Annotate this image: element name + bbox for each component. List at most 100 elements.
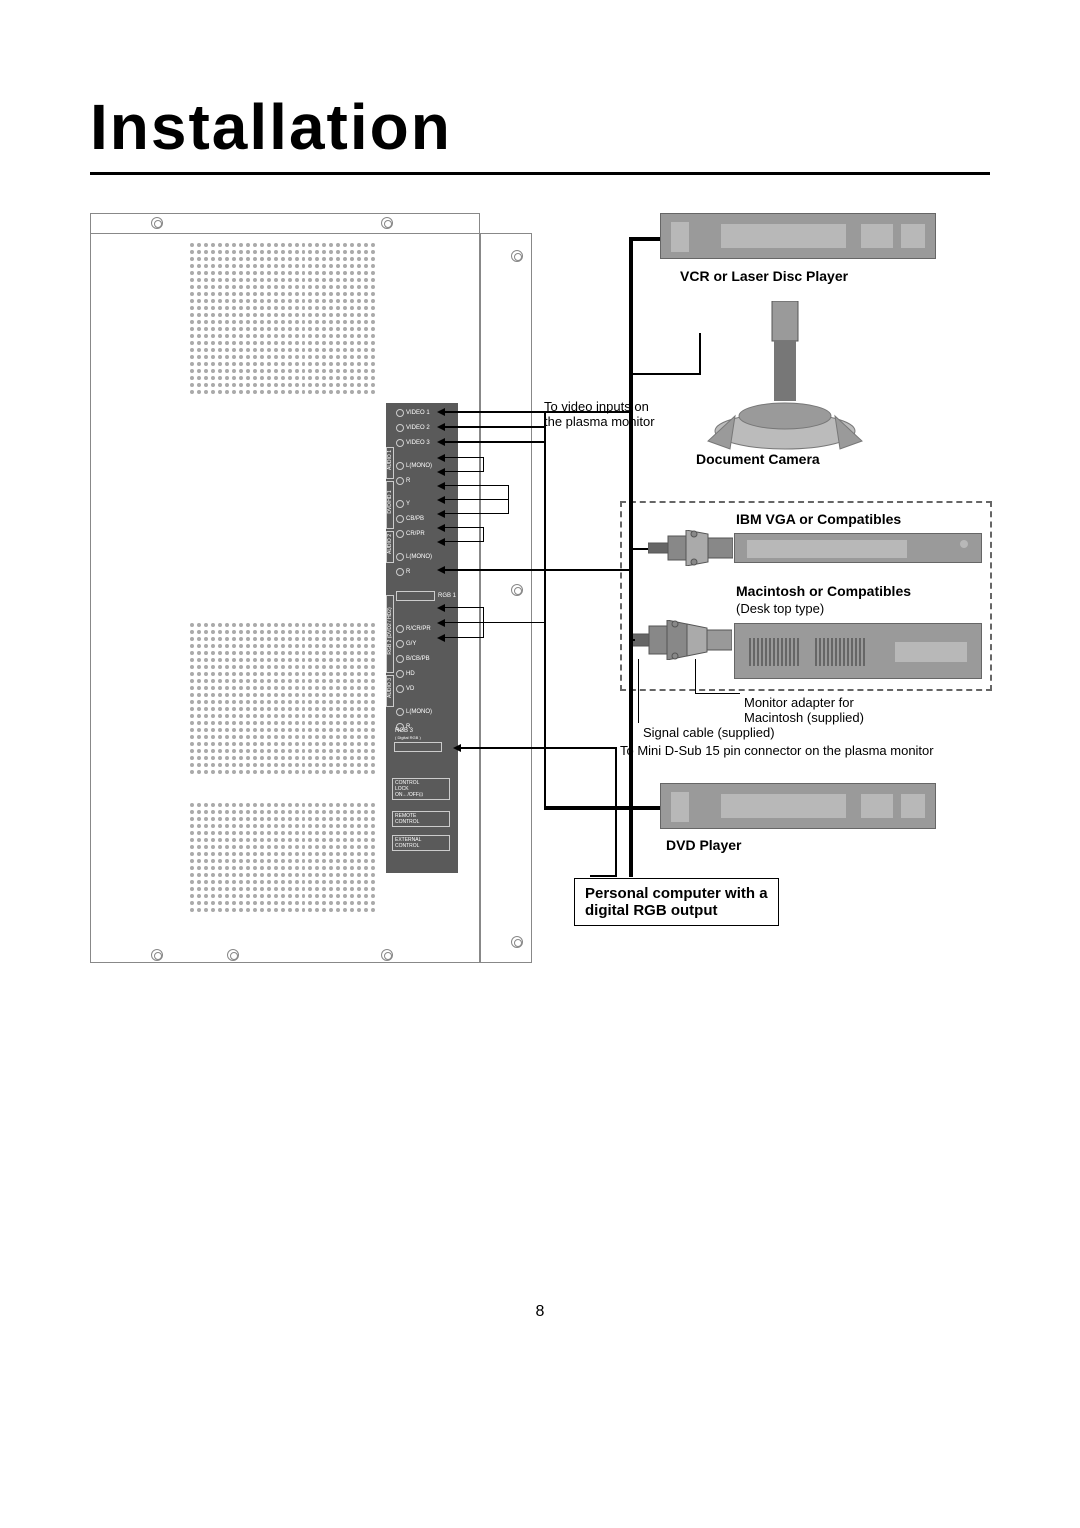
cable-line [483,607,484,638]
screw-icon [151,217,163,229]
port-label: RGB 3 [395,728,413,734]
screw-icon [511,250,523,262]
port-label: CR/PR [406,531,425,537]
port-sublabel: ( Digital RGB ) [395,735,421,740]
arrow-icon [437,496,445,504]
port-row: L(MONO) [393,704,456,719]
cable-line [483,527,484,542]
cable-line [444,541,484,542]
side-label: AUDIO 3 [387,658,393,718]
control-lock-label: CONTROL LOCK ON←/OFF⊡ [392,778,450,800]
dvd-device [660,783,936,829]
port-connector [396,640,404,648]
port-label: R/CR/PR [406,626,431,632]
port-row: R/CR/PR [393,621,456,636]
port-connector [396,655,404,663]
arrow-icon [437,619,445,627]
port-label: CB/PB [406,516,424,522]
title-underline [90,172,990,175]
cable-line [444,569,629,571]
port-row: CR/PR [393,526,456,541]
video-inputs-note-2: the plasma monitor [544,414,655,429]
cable-line [444,607,484,608]
arrow-icon [453,744,461,752]
arrow-icon [437,510,445,518]
cable-line [444,527,484,528]
dsub-connector [396,591,435,601]
connector-panel: VIDEO 1VIDEO 2VIDEO 3L(MONO)RYCB/PBCR/PR… [386,403,458,873]
cable-line [444,637,484,638]
cable-line [508,485,509,514]
screw-icon [151,949,163,961]
cable-line [460,747,615,749]
cable-line [444,622,509,623]
cable-line [544,806,660,810]
arrow-icon [437,482,445,490]
port-label: R [406,569,410,575]
dvd-label: DVD Player [666,837,741,853]
arrow-icon [437,538,445,546]
mac-pc [734,623,982,679]
port-connector [396,670,404,678]
pc-box-title: Personal computer with adigital RGB outp… [574,878,779,926]
vcr-label: VCR or Laser Disc Player [680,268,848,284]
port-label: B/CB/PB [406,656,430,662]
port-connector [396,530,404,538]
monitor-top-edge [91,214,481,234]
cable-line [695,659,696,693]
document-camera [700,301,870,451]
arrow-icon [437,566,445,574]
port-label: HD [406,671,415,677]
screw-icon [511,584,523,596]
arrow-icon [437,604,445,612]
cable-line [631,373,701,375]
port-label: VD [406,686,414,692]
cable-line [699,333,701,373]
port-connector [396,462,404,470]
adapter-note-1: Monitor adapter for [744,695,854,710]
port-label: Y [406,501,410,507]
monitor-side-panel [480,233,532,963]
port-row: L(MONO) [393,549,456,564]
page-title: Installation [90,90,990,164]
cable-line [629,237,660,241]
cable-line [444,485,509,486]
arrow-icon [437,408,445,416]
diagram-container: VIDEO 1VIDEO 2VIDEO 3L(MONO)RYCB/PBCR/PR… [90,213,990,973]
port-connector [396,439,404,447]
port-connector [396,553,404,561]
port-connector [396,568,404,576]
port-row: R [393,564,456,579]
port-label: VIDEO 1 [406,410,430,416]
port-connector [396,708,404,716]
cable-line [444,499,509,500]
port-connector [396,625,404,633]
cable-line [444,457,484,458]
port-label: L(MONO) [406,554,432,560]
cable-line [483,457,484,472]
external-control-label: EXTERNAL CONTROL [392,835,450,851]
port-row: VD [393,681,456,696]
port-row: B/CB/PB [393,651,456,666]
screw-icon [381,949,393,961]
screw-icon [227,949,239,961]
cable-line [444,513,509,514]
port-row: HD [393,666,456,681]
side-label: RGB 2 (DVD2 / HD2) [387,601,393,661]
cable-line [444,411,629,413]
cable-line [631,639,635,641]
port-label: L(MONO) [406,709,432,715]
screw-icon [511,936,523,948]
port-label: VIDEO 2 [406,425,430,431]
port-connector [396,500,404,508]
doc-camera-label: Document Camera [696,451,820,467]
ibm-label: IBM VGA or Compatibles [736,511,901,527]
arrow-icon [437,634,445,642]
arrow-icon [437,468,445,476]
remote-control-label: REMOTE CONTROL [392,811,450,827]
rgb3-connector [394,742,442,752]
port-row: RGB 1 [393,587,456,605]
arrow-icon [437,438,445,446]
cable-line [444,426,544,428]
cable-line [444,441,544,443]
